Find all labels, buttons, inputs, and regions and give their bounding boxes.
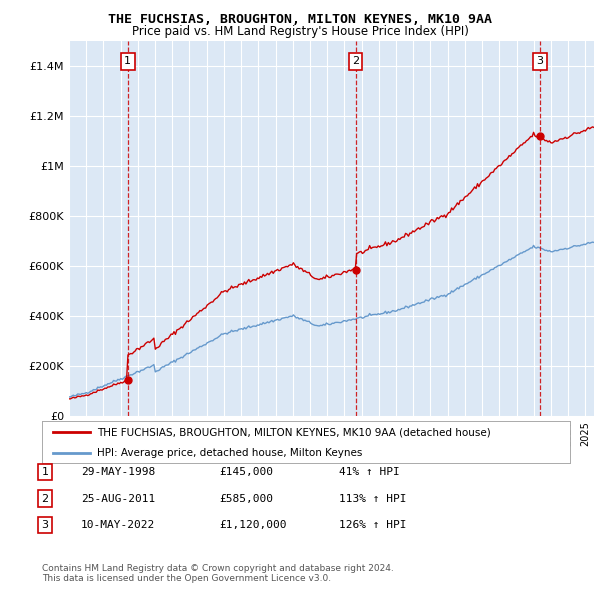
Text: 113% ↑ HPI: 113% ↑ HPI [339,494,407,503]
Text: £145,000: £145,000 [219,467,273,477]
Text: 3: 3 [41,520,49,530]
Text: HPI: Average price, detached house, Milton Keynes: HPI: Average price, detached house, Milt… [97,448,363,457]
Text: 1: 1 [124,56,131,66]
Text: 25-AUG-2011: 25-AUG-2011 [81,494,155,503]
Text: Price paid vs. HM Land Registry's House Price Index (HPI): Price paid vs. HM Land Registry's House … [131,25,469,38]
Text: £585,000: £585,000 [219,494,273,503]
Text: £1,120,000: £1,120,000 [219,520,287,530]
Text: 41% ↑ HPI: 41% ↑ HPI [339,467,400,477]
Text: 29-MAY-1998: 29-MAY-1998 [81,467,155,477]
Text: 3: 3 [536,56,544,66]
Text: THE FUCHSIAS, BROUGHTON, MILTON KEYNES, MK10 9AA: THE FUCHSIAS, BROUGHTON, MILTON KEYNES, … [108,13,492,26]
Text: 126% ↑ HPI: 126% ↑ HPI [339,520,407,530]
Text: 1: 1 [41,467,49,477]
Text: 2: 2 [41,494,49,503]
Text: 10-MAY-2022: 10-MAY-2022 [81,520,155,530]
Text: 2: 2 [352,56,359,66]
Text: THE FUCHSIAS, BROUGHTON, MILTON KEYNES, MK10 9AA (detached house): THE FUCHSIAS, BROUGHTON, MILTON KEYNES, … [97,427,491,437]
Text: Contains HM Land Registry data © Crown copyright and database right 2024.
This d: Contains HM Land Registry data © Crown c… [42,563,394,583]
